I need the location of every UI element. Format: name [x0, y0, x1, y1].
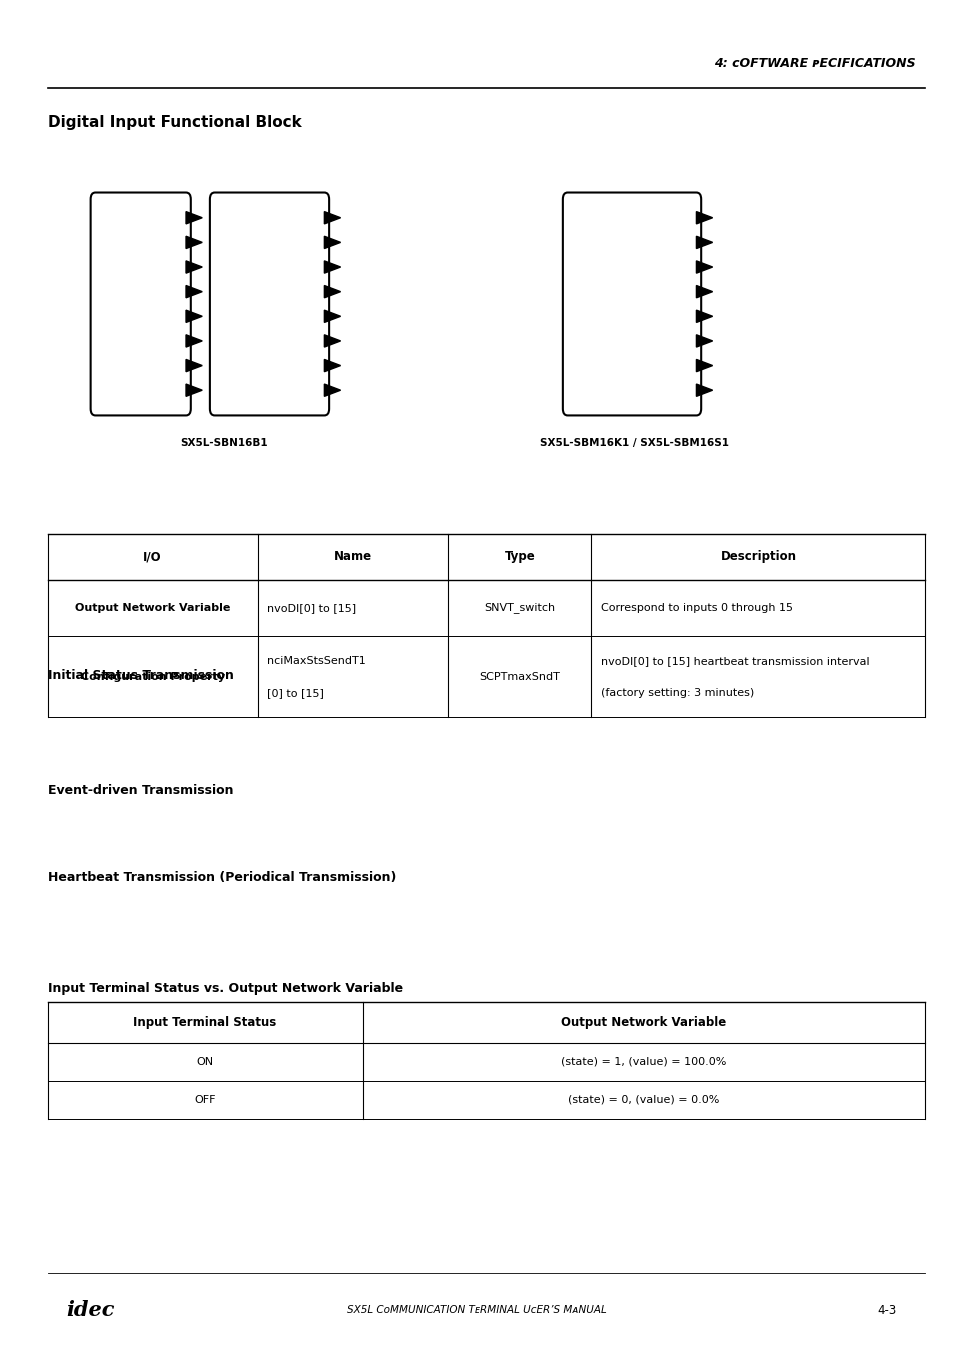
Polygon shape [324, 335, 340, 347]
Polygon shape [324, 359, 340, 372]
Text: I/O: I/O [143, 550, 162, 563]
Polygon shape [324, 236, 340, 249]
Text: Digital Input Functional Block: Digital Input Functional Block [48, 115, 301, 130]
Text: 4-3: 4-3 [877, 1304, 896, 1317]
Polygon shape [696, 384, 712, 396]
Text: Event-driven Transmission: Event-driven Transmission [48, 784, 233, 797]
Text: SNVT_switch: SNVT_switch [484, 603, 555, 613]
Text: (state) = 0, (value) = 0.0%: (state) = 0, (value) = 0.0% [568, 1094, 719, 1105]
FancyBboxPatch shape [91, 192, 191, 416]
Text: SX5L-SBN16B1: SX5L-SBN16B1 [180, 438, 268, 449]
FancyBboxPatch shape [562, 192, 700, 416]
Polygon shape [186, 212, 202, 224]
Text: SX5L-SBM16K1 / SX5L-SBM16S1: SX5L-SBM16K1 / SX5L-SBM16S1 [539, 438, 728, 449]
Text: nvoDI[0] to [15] heartbeat transmission interval: nvoDI[0] to [15] heartbeat transmission … [600, 655, 869, 666]
Text: Type: Type [504, 550, 535, 563]
Polygon shape [696, 335, 712, 347]
Polygon shape [696, 359, 712, 372]
Text: ON: ON [196, 1056, 213, 1067]
Text: Output Network Variable: Output Network Variable [560, 1016, 726, 1029]
Polygon shape [186, 384, 202, 396]
Text: SX5L CᴏMMUNICATION TᴇRMINAL UᴄER’S MᴀNUAL: SX5L CᴏMMUNICATION TᴇRMINAL UᴄER’S MᴀNUA… [347, 1305, 606, 1316]
Text: nciMaxStsSendT1: nciMaxStsSendT1 [267, 655, 366, 666]
Polygon shape [324, 212, 340, 224]
Text: idec: idec [67, 1301, 115, 1320]
Text: Correspond to inputs 0 through 15: Correspond to inputs 0 through 15 [600, 603, 792, 613]
Polygon shape [324, 285, 340, 297]
Text: Initial Status Transmission: Initial Status Transmission [48, 669, 233, 682]
Text: 4: ᴄOFTWARE ᴘECIFICATIONS: 4: ᴄOFTWARE ᴘECIFICATIONS [714, 57, 915, 70]
Polygon shape [324, 384, 340, 396]
Text: Configuration Property: Configuration Property [80, 671, 225, 682]
Polygon shape [696, 311, 712, 323]
Polygon shape [696, 212, 712, 224]
Polygon shape [696, 261, 712, 273]
Text: nvoDI[0] to [15]: nvoDI[0] to [15] [267, 603, 355, 613]
Text: OFF: OFF [194, 1094, 215, 1105]
Text: Input Terminal Status: Input Terminal Status [133, 1016, 276, 1029]
Polygon shape [324, 261, 340, 273]
Polygon shape [696, 236, 712, 249]
Text: Heartbeat Transmission (Periodical Transmission): Heartbeat Transmission (Periodical Trans… [48, 871, 395, 885]
FancyBboxPatch shape [210, 192, 329, 416]
Polygon shape [186, 236, 202, 249]
Text: Input Terminal Status vs. Output Network Variable: Input Terminal Status vs. Output Network… [48, 982, 402, 996]
Text: SCPTmaxSndT: SCPTmaxSndT [479, 671, 559, 682]
Polygon shape [186, 311, 202, 323]
Polygon shape [696, 285, 712, 297]
Text: Output Network Variable: Output Network Variable [75, 603, 230, 613]
Polygon shape [324, 311, 340, 323]
Text: (factory setting: 3 minutes): (factory setting: 3 minutes) [600, 688, 754, 698]
Polygon shape [186, 261, 202, 273]
Polygon shape [186, 335, 202, 347]
Text: Description: Description [720, 550, 796, 563]
Text: Name: Name [334, 550, 372, 563]
Polygon shape [186, 285, 202, 297]
Text: [0] to [15]: [0] to [15] [267, 688, 324, 698]
Text: (state) = 1, (value) = 100.0%: (state) = 1, (value) = 100.0% [560, 1056, 726, 1067]
Polygon shape [186, 359, 202, 372]
